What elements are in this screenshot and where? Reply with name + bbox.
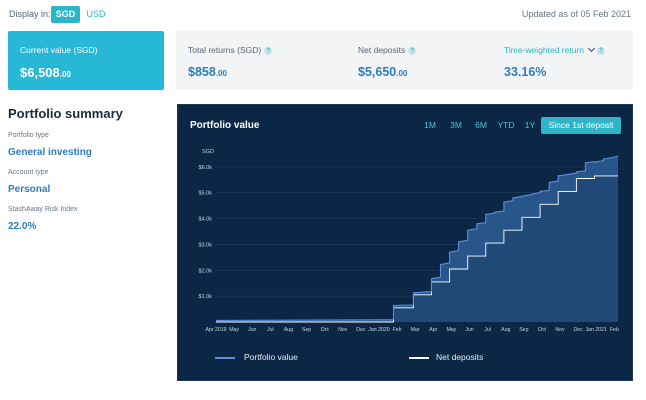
portfolio-value-line — [215, 155, 619, 321]
net-deposits-label: Net deposits? — [358, 45, 417, 55]
x-tick-label: Dec — [574, 327, 584, 333]
range-1m-button[interactable]: 1M — [424, 120, 436, 130]
x-tick-label: Sep — [519, 327, 528, 333]
x-tick-label: Jun — [465, 327, 473, 333]
x-tick-label: Apr — [429, 327, 437, 333]
x-tick-label: Feb — [393, 327, 402, 333]
x-tick-label: Sep — [302, 327, 311, 333]
current-value-card: Current value (SGD) $6,508.00 — [8, 31, 164, 90]
y-tick-label: $1.0k — [199, 294, 213, 300]
net-deposits-line — [216, 175, 618, 323]
legend-portfolio-swatch — [215, 357, 235, 359]
range-ytd-button[interactable]: YTD — [497, 120, 515, 130]
portfolio-summary-title: Portfolio summary — [8, 106, 123, 121]
y-tick-label: $3.0k — [199, 242, 213, 248]
help-icon[interactable]: ? — [408, 46, 417, 55]
x-tick-label: Nov — [555, 327, 565, 333]
risk-index-value: 22.0% — [8, 221, 37, 232]
x-tick-label: Apr 2019 — [205, 327, 226, 333]
y-axis-unit: SGD — [202, 149, 214, 155]
twr-value: 33.16% — [504, 65, 547, 79]
display-in-label: Display in: — [9, 9, 51, 19]
y-tick-label: $6.0k — [199, 165, 213, 171]
help-icon[interactable]: ? — [264, 46, 273, 55]
x-tick-label: Jan 2020 — [368, 327, 389, 333]
range-3m-button[interactable]: 3M — [450, 120, 462, 130]
portfolio-type-label: Portfolio type — [8, 132, 49, 139]
x-tick-label: Jul — [267, 327, 274, 333]
chevron-down-icon[interactable] — [587, 44, 596, 53]
x-tick-label: Feb — [610, 327, 619, 333]
legend-deposits-swatch — [409, 357, 429, 359]
returns-summary-card: Total returns (SGD)? $858.00 Net deposit… — [176, 31, 633, 90]
x-tick-label: Jun — [248, 327, 256, 333]
portfolio-type-value: General investing — [8, 147, 92, 158]
x-tick-label: May — [446, 327, 456, 333]
y-tick-label: $4.0k — [199, 217, 213, 223]
twr-dropdown[interactable]: Time-weighted return? — [504, 44, 605, 55]
legend-net-deposits[interactable]: Net deposits — [436, 352, 484, 362]
total-returns-amount: $858.00 — [188, 65, 227, 79]
account-type-label: Account type — [8, 169, 49, 176]
y-tick-label: $2.0k — [199, 268, 213, 274]
net-deposits-amount: $5,650.00 — [358, 65, 408, 79]
x-tick-label: Oct — [321, 327, 330, 333]
y-tick-label: $5.0k — [199, 191, 213, 197]
net-deposits-area — [216, 175, 618, 322]
x-tick-label: Dec — [356, 327, 366, 333]
portfolio-value-chart: SGD $1.0k $2.0k $3.0k $4.0k $5.0k $6.0k Apr 201… — [199, 149, 619, 333]
x-tick-label: Jul — [484, 327, 491, 333]
chart-title: Portfolio value — [190, 120, 260, 131]
range-1y-button[interactable]: 1Y — [524, 120, 536, 130]
total-returns-label: Total returns (SGD)? — [188, 45, 273, 55]
account-type-value: Personal — [8, 184, 51, 195]
current-value-label: Current value (SGD) — [20, 45, 98, 55]
legend-portfolio-value[interactable]: Portfolio value — [244, 352, 298, 362]
x-tick-label: Aug — [501, 327, 510, 333]
risk-index-label: StashAway Risk Index — [8, 206, 78, 213]
x-tick-label: Jan 2021 — [586, 327, 607, 333]
portfolio-chart-panel: Portfolio value 1M 3M 6M YTD 1Y Since 1s… — [177, 104, 633, 381]
x-tick-label: Oct — [538, 327, 547, 333]
x-tick-label: May — [229, 327, 239, 333]
range-since-first-deposit-button[interactable]: Since 1st deposit — [541, 117, 621, 134]
x-tick-label: Mar — [411, 327, 420, 333]
current-value-amount: $6,508.00 — [20, 65, 71, 80]
range-6m-button[interactable]: 6M — [475, 120, 487, 130]
updated-timestamp: Updated as of 05 Feb 2021 — [521, 9, 631, 19]
currency-sgd-button[interactable]: SGD — [51, 6, 80, 23]
x-tick-label: Nov — [338, 327, 348, 333]
currency-usd-button[interactable]: USD — [86, 9, 106, 19]
x-tick-label: Aug — [284, 327, 293, 333]
help-icon[interactable]: ? — [597, 46, 605, 55]
